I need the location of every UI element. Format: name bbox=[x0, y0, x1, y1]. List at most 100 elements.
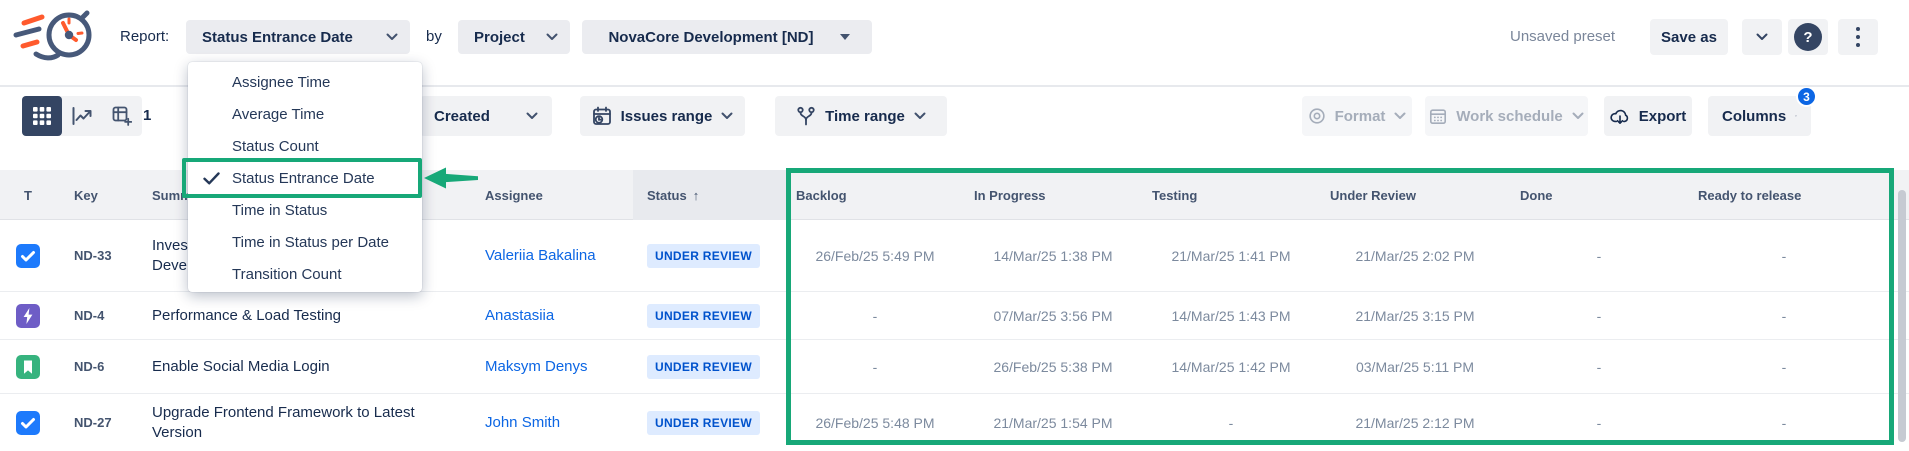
assignee-cell: John Smith bbox=[475, 394, 633, 451]
status-badge: UNDER REVIEW bbox=[647, 303, 760, 328]
task-icon bbox=[16, 410, 40, 435]
date-cell-done: - bbox=[1596, 358, 1602, 375]
summary-cell: Enable Social Media Login bbox=[152, 357, 330, 375]
date-cell-in-progress: 21/Mar/25 1:54 PM bbox=[993, 414, 1113, 431]
issue-type-cell bbox=[0, 340, 56, 393]
assignee-link[interactable]: Maksym Denys bbox=[485, 358, 588, 375]
column-header-ready-to-release[interactable]: Ready to release bbox=[1698, 187, 1802, 203]
help-icon: ? bbox=[1794, 23, 1822, 51]
time-range-label: Time range bbox=[825, 107, 905, 125]
more-menu-button[interactable] bbox=[1838, 19, 1878, 55]
date-cell-backlog: - bbox=[872, 358, 878, 375]
chevron-down-icon bbox=[526, 112, 538, 119]
chevron-down-icon bbox=[721, 112, 733, 119]
story-icon bbox=[16, 354, 40, 379]
date-cell-in-progress: 07/Mar/25 3:56 PM bbox=[993, 307, 1113, 324]
vertical-scrollbar[interactable] bbox=[1898, 190, 1906, 442]
report-type-select[interactable]: Status Entrance Date bbox=[186, 20, 410, 54]
chevron-down-icon bbox=[914, 112, 926, 119]
time-range-icon bbox=[797, 106, 815, 126]
menu-item-time-in-status[interactable]: Time in Status bbox=[232, 201, 328, 219]
preset-status-text: Unsaved preset bbox=[1510, 28, 1616, 45]
work-schedule-calendar-icon bbox=[1430, 109, 1447, 125]
table-row: ND-6 Enable Social Media Login Maksym De… bbox=[0, 340, 1909, 394]
column-header-status[interactable]: Status ↑ bbox=[633, 170, 786, 220]
save-as-label: Save as bbox=[1661, 28, 1717, 46]
date-cell-done: - bbox=[1596, 247, 1602, 264]
date-cell-under-review: 03/Mar/25 5:11 PM bbox=[1355, 358, 1475, 375]
column-header-done[interactable]: Done bbox=[1520, 187, 1553, 203]
date-cell-in-progress: 26/Feb/25 5:38 PM bbox=[993, 358, 1113, 375]
issue-key-cell: ND-4 bbox=[74, 308, 105, 323]
pivot-view-icon bbox=[112, 106, 132, 126]
date-cell-testing: - bbox=[1228, 414, 1234, 431]
date-cell-ready-to-release: - bbox=[1781, 247, 1787, 264]
issue-type-cell bbox=[0, 220, 56, 291]
chevron-down-icon bbox=[1756, 33, 1768, 40]
date-cell-under-review: 21/Mar/25 2:12 PM bbox=[1355, 414, 1475, 431]
app-logo-stopwatch-icon bbox=[13, 10, 92, 61]
table-view-toggle[interactable] bbox=[22, 96, 62, 136]
column-header-under-review[interactable]: Under Review bbox=[1330, 187, 1416, 203]
assignee-cell: Valeriia Bakalina bbox=[475, 220, 633, 291]
status-cell: UNDER REVIEW bbox=[633, 220, 786, 291]
pivot-view-toggle[interactable] bbox=[102, 96, 142, 136]
date-cell-backlog: 26/Feb/25 5:49 PM bbox=[815, 247, 935, 264]
issue-key-cell: ND-6 bbox=[74, 359, 105, 374]
date-cell-testing: 14/Mar/25 1:43 PM bbox=[1171, 307, 1291, 324]
menu-item-assignee-time[interactable]: Assignee Time bbox=[232, 73, 331, 91]
chevron-down-icon bbox=[546, 33, 558, 40]
group-by-select[interactable]: Project bbox=[458, 20, 570, 54]
created-filter-label: Created bbox=[434, 107, 490, 125]
project-value: NovaCore Development [ND] bbox=[608, 28, 814, 46]
column-header-backlog[interactable]: Backlog bbox=[796, 187, 847, 203]
project-select[interactable]: NovaCore Development [ND] bbox=[582, 20, 872, 54]
export-label: Export bbox=[1638, 107, 1687, 125]
issue-key-cell: ND-27 bbox=[74, 415, 112, 430]
status-cell: UNDER REVIEW bbox=[633, 394, 786, 451]
date-cell-done: - bbox=[1596, 307, 1602, 324]
export-button[interactable]: Export bbox=[1604, 96, 1692, 136]
help-button[interactable]: ? bbox=[1788, 19, 1828, 55]
save-options-button[interactable] bbox=[1742, 19, 1782, 55]
save-as-button[interactable]: Save as bbox=[1650, 19, 1728, 55]
date-cell-in-progress: 14/Mar/25 1:38 PM bbox=[993, 247, 1113, 264]
menu-item-status-count[interactable]: Status Count bbox=[232, 137, 319, 155]
work-schedule-button: Work schedule bbox=[1425, 96, 1588, 136]
time-range-button[interactable]: Time range bbox=[775, 96, 947, 136]
chevron-down-icon bbox=[1394, 112, 1406, 119]
chevron-down-icon bbox=[1572, 112, 1584, 119]
assignee-link[interactable]: John Smith bbox=[485, 414, 561, 431]
date-cell-backlog: - bbox=[872, 307, 878, 324]
chart-view-toggle[interactable] bbox=[62, 96, 102, 136]
view-switcher bbox=[22, 96, 142, 136]
created-filter-select[interactable]: Created bbox=[420, 96, 552, 136]
column-header-assignee[interactable]: Assignee bbox=[485, 187, 543, 203]
format-disc-icon bbox=[1308, 108, 1325, 124]
assignee-cell: Maksym Denys bbox=[475, 340, 633, 393]
menu-item-transition-count[interactable]: Transition Count bbox=[232, 265, 342, 283]
assignee-link[interactable]: Valeriia Bakalina bbox=[485, 247, 596, 264]
column-header-type[interactable]: T bbox=[24, 187, 32, 203]
column-header-key[interactable]: Key bbox=[74, 187, 98, 203]
check-icon bbox=[203, 172, 220, 189]
menu-item-average-time[interactable]: Average Time bbox=[232, 105, 325, 123]
work-schedule-label: Work schedule bbox=[1456, 107, 1563, 125]
columns-button[interactable]: Columns bbox=[1708, 96, 1811, 136]
column-header-in-progress[interactable]: In Progress bbox=[974, 187, 1046, 203]
caret-down-icon bbox=[839, 34, 850, 40]
task-icon bbox=[16, 243, 40, 268]
menu-item-time-in-status-per-date[interactable]: Time in Status per Date bbox=[232, 233, 390, 251]
status-cell: UNDER REVIEW bbox=[633, 340, 786, 393]
calendar-range-icon bbox=[592, 106, 611, 125]
issues-range-button[interactable]: Issues range bbox=[580, 96, 745, 136]
chart-view-icon bbox=[72, 107, 92, 125]
assignee-link[interactable]: Anastasiia bbox=[485, 307, 555, 324]
assignee-cell: Anastasiia bbox=[475, 292, 633, 339]
menu-item-status-entrance-date[interactable]: Status Entrance Date bbox=[188, 162, 422, 194]
column-header-testing[interactable]: Testing bbox=[1152, 187, 1198, 203]
status-badge: UNDER REVIEW bbox=[647, 243, 760, 268]
issues-range-label: Issues range bbox=[620, 107, 713, 125]
issue-key-cell: ND-33 bbox=[74, 248, 112, 263]
